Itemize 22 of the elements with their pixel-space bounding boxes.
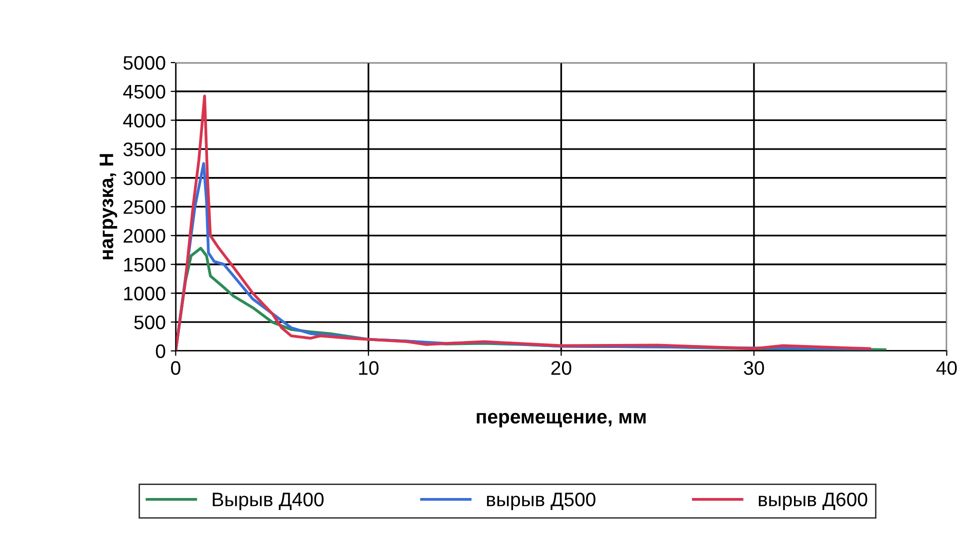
x-tick-label: 30	[744, 361, 764, 375]
x-tick-label: 40	[936, 361, 957, 375]
legend-label: Вырыв Д400	[212, 492, 324, 510]
line-series	[176, 94, 872, 351]
legend-label: вырыв Д500	[487, 492, 596, 510]
y-tick-label: 4500	[123, 84, 166, 99]
x-axis-title: перемещение, мм	[476, 412, 646, 428]
x-tick-label: 20	[551, 361, 572, 375]
y-tick-label: 3500	[123, 142, 166, 156]
y-tick-label: 500	[134, 316, 166, 330]
y-tick-label: 2000	[124, 229, 166, 243]
y-tick-label: 3000	[123, 171, 166, 186]
y-tick-label: 0	[156, 344, 166, 358]
y-tick-label: 4000	[123, 114, 166, 128]
legend-label: вырыв Д600	[758, 492, 868, 510]
y-tick-label: 2500	[124, 200, 166, 214]
y-axis-title: нагрузка, Н	[100, 154, 118, 260]
y-tick-label: 5000	[123, 56, 166, 70]
x-tick-label: 0	[171, 361, 180, 375]
x-tick-label: 10	[359, 361, 378, 375]
y-tick-label: 1000	[124, 286, 166, 300]
y-tick-label: 1500	[124, 258, 166, 272]
